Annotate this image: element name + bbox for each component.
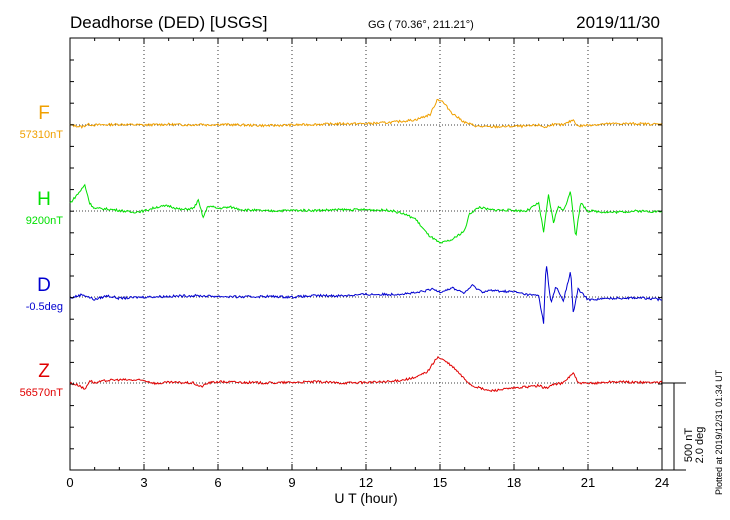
series-name-F: F <box>38 103 50 124</box>
series-line-Z <box>69 355 663 393</box>
scale-deg-label: 2.0 deg <box>694 427 706 464</box>
x-tick-label-15: 15 <box>433 475 447 490</box>
series-name-Z: Z <box>38 361 50 382</box>
series-labels: F 57310nT H 9200nT D -0.5deg Z 56570nT <box>20 103 64 399</box>
x-tick-label-12: 12 <box>359 475 373 490</box>
series-baseline-label-D: -0.5deg <box>26 301 63 313</box>
series-baseline-label-Z: 56570nT <box>20 387 64 399</box>
series-baseline-label-H: 9200nT <box>26 215 64 227</box>
scale-bar: 500 nT 2.0 deg <box>662 382 706 471</box>
station-title: Deadhorse (DED) [USGS] <box>70 13 267 32</box>
series-line-F <box>69 98 663 129</box>
x-tick-label-18: 18 <box>507 475 521 490</box>
date-label: 2019/11/30 <box>576 13 660 32</box>
x-tick-label-9: 9 <box>288 475 295 490</box>
x-tick-label-3: 3 <box>140 475 147 490</box>
coordinates-label: GG ( 70.36°, 211.21°) <box>368 19 474 31</box>
series-baseline-label-F: 57310nT <box>20 129 64 141</box>
x-tick-label-0: 0 <box>66 475 73 490</box>
x-tick-label-6: 6 <box>214 475 221 490</box>
series-name-H: H <box>37 189 51 210</box>
x-tick-label-21: 21 <box>581 475 595 490</box>
x-axis: 0 3 6 9 12 15 18 21 24 <box>66 38 669 490</box>
scale-nt-label: 500 nT <box>683 428 695 463</box>
series-name-D: D <box>37 275 51 296</box>
x-axis-label: U T (hour) <box>334 490 397 506</box>
series-line-H <box>69 183 663 244</box>
x-tick-label-24: 24 <box>655 475 669 490</box>
grid <box>143 38 589 470</box>
series-line-D <box>69 266 663 324</box>
plotted-at-note: Plotted at 2019/12/31 01:34 UT <box>714 369 724 495</box>
series-group <box>69 98 663 393</box>
